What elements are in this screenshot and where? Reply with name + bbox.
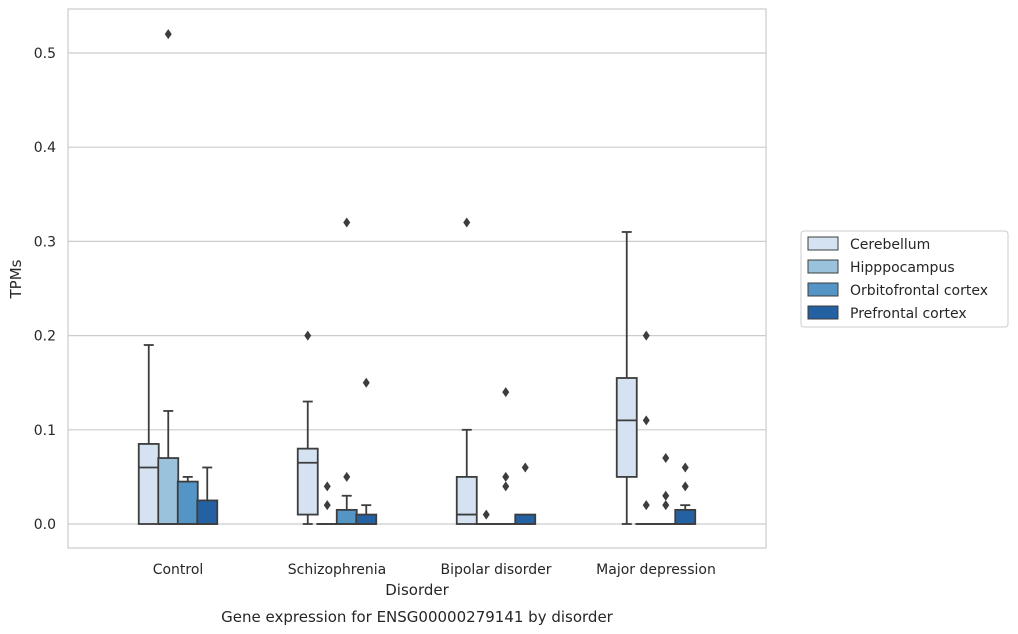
legend-swatch [807, 282, 839, 297]
box [137, 443, 160, 525]
box [157, 457, 180, 525]
box-group [196, 466, 219, 525]
outlier-point [502, 481, 510, 492]
outlier-point [362, 377, 370, 388]
box [176, 480, 199, 525]
x-tick-label: Schizophrenia [288, 562, 386, 578]
box-group [316, 481, 339, 525]
box-group [355, 377, 378, 525]
outlier-point [343, 471, 351, 482]
box [674, 508, 697, 525]
box-group [296, 330, 319, 525]
y-tick-label: 0.1 [34, 423, 56, 439]
legend-swatch [807, 259, 839, 274]
legend: Cerebellum Hipppocampus Orbitofrontal cort… [800, 230, 1009, 328]
y-tick-label: 0.3 [34, 234, 56, 250]
outlier-point [662, 490, 670, 501]
box-group [494, 387, 517, 525]
legend-label: Cerebellum [850, 237, 930, 253]
x-tick-label: Bipolar disorder [440, 562, 551, 578]
box-group [635, 330, 658, 525]
box-group [335, 217, 358, 525]
legend-swatch [807, 305, 839, 320]
gridlines [68, 52, 766, 525]
x-tick-label: Major depression [596, 562, 716, 578]
legend-label: Prefrontal cortex [850, 306, 967, 322]
box-group [475, 509, 498, 525]
legend-frame [800, 230, 1009, 328]
boxes [137, 29, 697, 525]
y-tick-labels: 0.0 0.1 0.2 0.3 0.4 0.5 [34, 46, 56, 533]
box-group [654, 453, 677, 525]
box [514, 513, 537, 525]
outlier-point [681, 481, 689, 492]
box-group [674, 462, 697, 525]
legend-label: Orbitofrontal cortex [850, 283, 988, 299]
outlier-point [642, 415, 650, 426]
x-tick-labels: Control Schizophrenia Bipolar disorder Majo… [153, 562, 716, 578]
box [196, 499, 219, 525]
box-group [157, 29, 180, 525]
outlier-point [642, 500, 650, 511]
box [296, 447, 319, 516]
outlier-point [482, 509, 490, 520]
box-group [455, 217, 478, 525]
box-group [615, 231, 638, 525]
box-group [137, 344, 160, 525]
outlier-point [323, 481, 331, 492]
box-group [176, 475, 199, 525]
outlier-point [642, 330, 650, 341]
outlier-point [681, 462, 689, 473]
plot-frame [67, 8, 767, 549]
outlier-point [304, 330, 312, 341]
y-tick-label: 0.4 [34, 140, 56, 156]
legend-swatch [807, 236, 839, 251]
x-tick-label: Control [153, 562, 204, 578]
chart-caption: Gene expression for ENSG00000279141 by d… [221, 608, 614, 626]
y-tick-label: 0.0 [34, 517, 56, 533]
outlier-point [662, 500, 670, 511]
box [615, 377, 638, 478]
box [335, 508, 358, 525]
x-axis-label: Disorder [385, 581, 449, 599]
outlier-point [662, 453, 670, 464]
y-tick-label: 0.5 [34, 46, 56, 62]
outlier-point [343, 217, 351, 228]
outlier-point [521, 462, 529, 473]
outlier-point [502, 387, 510, 398]
outlier-point [164, 29, 172, 40]
outlier-point [463, 217, 471, 228]
outlier-point [502, 471, 510, 482]
legend-label: Hipppocampus [850, 260, 955, 276]
box-group [514, 462, 537, 525]
box [355, 513, 378, 525]
box [455, 475, 478, 525]
y-axis-label: TPMs [7, 259, 25, 299]
y-tick-label: 0.2 [34, 329, 56, 345]
outlier-point [323, 500, 331, 511]
